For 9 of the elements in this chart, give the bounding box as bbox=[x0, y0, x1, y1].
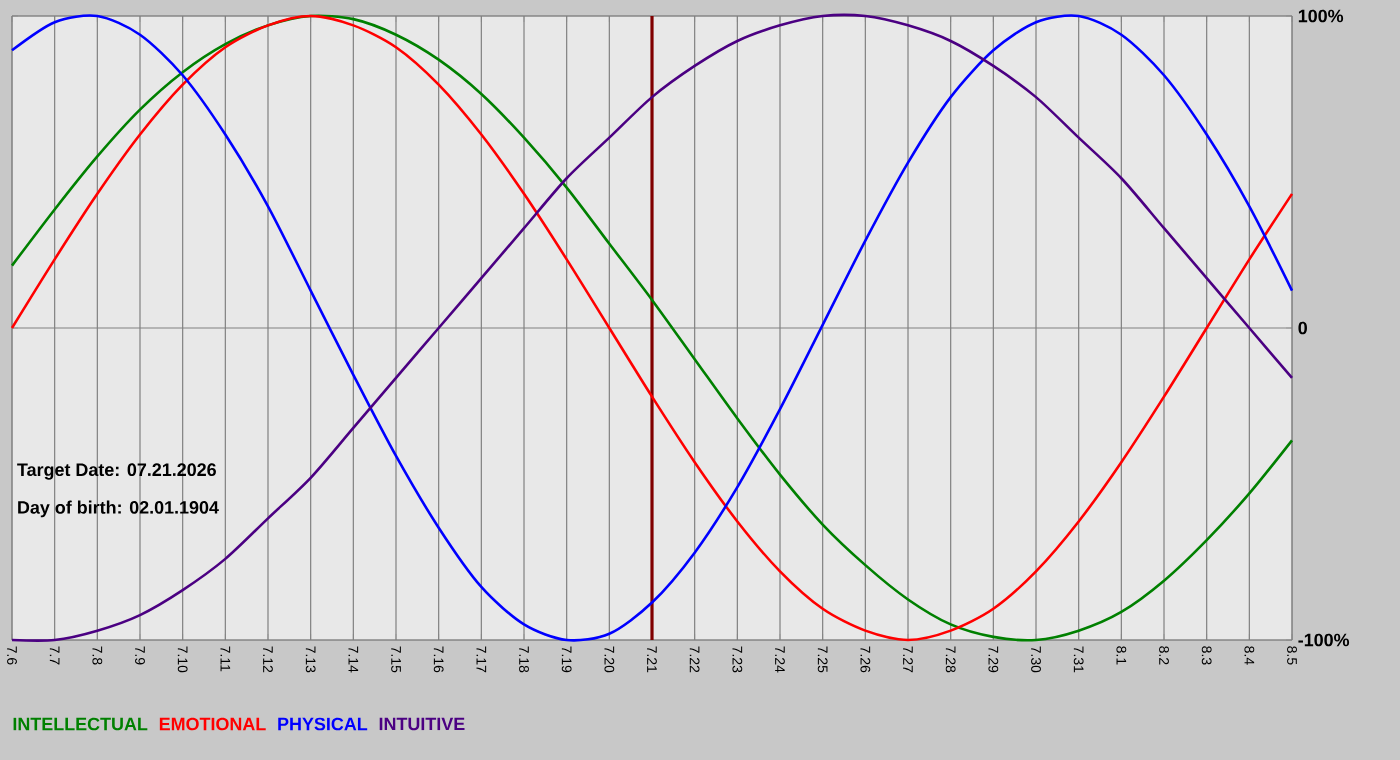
annotation: Day of birth: 02.01.1904 bbox=[18, 500, 219, 518]
y-tick-label: -100% bbox=[1298, 633, 1350, 647]
annotation: Target Date: 07.21.2026 bbox=[17, 463, 216, 480]
y-tick-label: 0 bbox=[1298, 321, 1307, 335]
text: INTUITIVE bbox=[379, 717, 465, 731]
text: EMOTIONAL bbox=[159, 717, 266, 731]
text: PHYSICAL bbox=[278, 717, 368, 731]
text: INTELLECTUAL bbox=[13, 717, 148, 731]
y-tick-label: 100% bbox=[1298, 9, 1344, 23]
